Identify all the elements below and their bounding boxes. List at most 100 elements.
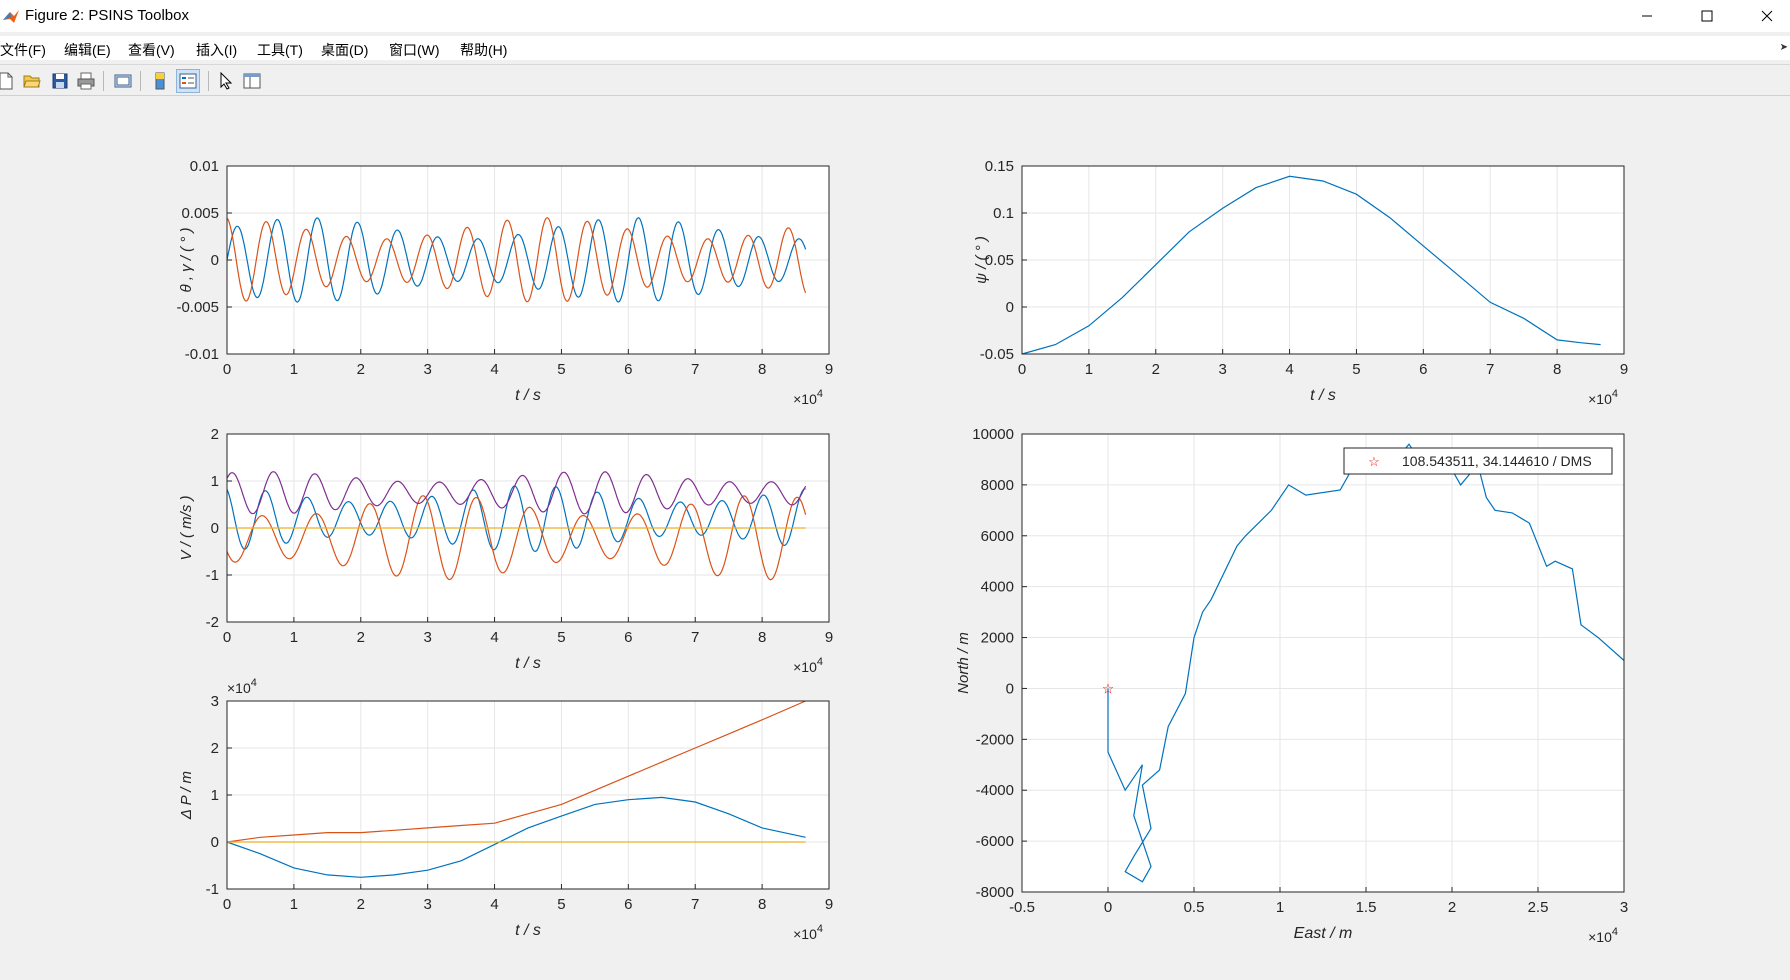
y-tick-label: 4000 bbox=[981, 579, 1014, 596]
series-line-blue bbox=[226, 485, 806, 553]
x-tick-label: 2 bbox=[1152, 361, 1160, 378]
y-tick-label: 2 bbox=[211, 740, 219, 757]
property-editor-icon bbox=[243, 73, 261, 89]
menu-view[interactable]: 查看(V) bbox=[128, 42, 175, 58]
y-tick-label: -2000 bbox=[976, 731, 1014, 748]
x-axis-label: t / s bbox=[1310, 387, 1336, 404]
y-tick-label: 0.1 bbox=[993, 205, 1014, 222]
series-line-blue bbox=[1021, 175, 1601, 355]
axes-box bbox=[226, 165, 830, 355]
x-tick-label: 9 bbox=[1620, 361, 1628, 378]
x-exponent-label: ×104 bbox=[1588, 388, 1618, 407]
select-pointer-button[interactable] bbox=[214, 69, 238, 93]
x-tick-label: 2.5 bbox=[1528, 899, 1549, 916]
y-tick-label: 0 bbox=[1006, 680, 1014, 697]
x-exponent-sup: 4 bbox=[1612, 926, 1618, 938]
x-tick-label: 3 bbox=[1218, 361, 1226, 378]
menu-insert[interactable]: 插入(I) bbox=[196, 42, 238, 58]
x-axis-label: t / s bbox=[515, 655, 541, 672]
x-tick-label: 5 bbox=[557, 361, 565, 378]
property-editor-button[interactable] bbox=[240, 69, 264, 93]
x-tick-label: -0.5 bbox=[1009, 899, 1035, 916]
minimize-icon bbox=[1642, 15, 1652, 17]
series-line-orange bbox=[226, 495, 807, 581]
print-button[interactable] bbox=[74, 69, 98, 93]
x-tick-label: 7 bbox=[691, 896, 699, 913]
series-line-blue bbox=[226, 217, 807, 303]
plot-area bbox=[1022, 434, 1624, 892]
x-tick-label: 1 bbox=[290, 896, 298, 913]
y-tick-label: 10000 bbox=[972, 426, 1014, 443]
y-tick-label: 6000 bbox=[981, 528, 1014, 545]
x-tick-label: 2 bbox=[1448, 899, 1456, 916]
x-tick-label: 0 bbox=[1104, 899, 1112, 916]
link-plot-button[interactable] bbox=[111, 69, 135, 93]
x-tick-label: 6 bbox=[624, 361, 632, 378]
save-button[interactable] bbox=[48, 69, 72, 93]
x-tick-label: 3 bbox=[423, 896, 431, 913]
x-tick-label: 5 bbox=[557, 629, 565, 646]
y-tick-label: 1 bbox=[211, 473, 219, 490]
chart-attitude-pitch-roll: 0 1 2 3 4 5 6 7 8 9 -0.01 -0.005 0 0.005 0.01 t / s θ , … bbox=[176, 158, 833, 407]
y-tick-label: 0 bbox=[211, 520, 219, 537]
legend[interactable]: ☆ 108.543511, 34.144610 / DMS bbox=[1343, 447, 1613, 475]
x-exponent-label: ×104 bbox=[1588, 926, 1618, 945]
x-tick-label: 2 bbox=[357, 629, 365, 646]
x-tick-label: 0 bbox=[223, 361, 231, 378]
y-tick-label: 2000 bbox=[981, 630, 1014, 647]
menu-desktop[interactable]: 桌面(D) bbox=[321, 42, 369, 58]
y-tick-label: 0 bbox=[1006, 299, 1014, 316]
save-icon bbox=[52, 73, 68, 89]
colorbar-button[interactable] bbox=[148, 69, 172, 93]
menu-file[interactable]: 文件(F) bbox=[0, 42, 46, 58]
legend-button[interactable] bbox=[176, 69, 200, 93]
series-line-purple bbox=[226, 471, 807, 515]
x-tick-label: 6 bbox=[1419, 361, 1427, 378]
x-tick-label: 5 bbox=[1352, 361, 1360, 378]
y-tick-label: 8000 bbox=[981, 477, 1014, 494]
y-axis-label: ψ / ( ° ) bbox=[973, 236, 990, 284]
x-tick-label: 3 bbox=[423, 361, 431, 378]
menu-tools[interactable]: 工具(T) bbox=[257, 42, 303, 58]
chart-velocity: 0 1 2 3 4 5 6 7 8 9 -2 -1 0 1 2 t / s V / ( m/s ) ×104 bbox=[178, 426, 833, 675]
matlab-logo-icon bbox=[3, 10, 19, 23]
y-tick-label: -0.05 bbox=[980, 346, 1014, 363]
y-tick-label: 0.05 bbox=[985, 252, 1014, 269]
legend-label: 108.543511, 34.144610 / DMS bbox=[1402, 453, 1592, 469]
x-tick-label: 4 bbox=[1285, 361, 1293, 378]
x-tick-label: 9 bbox=[825, 361, 833, 378]
x-axis-label: East / m bbox=[1294, 925, 1353, 942]
menu-window[interactable]: 窗口(W) bbox=[389, 42, 440, 58]
maximize-button[interactable] bbox=[1684, 0, 1730, 32]
x-tick-label: 5 bbox=[557, 896, 565, 913]
x-tick-label: 6 bbox=[624, 629, 632, 646]
x-tick-label: 2 bbox=[357, 896, 365, 913]
legend-icon bbox=[179, 73, 197, 89]
colorbar-icon bbox=[155, 72, 165, 90]
minimize-button[interactable] bbox=[1624, 0, 1670, 32]
maximize-icon bbox=[1701, 10, 1713, 22]
close-button[interactable] bbox=[1744, 0, 1790, 32]
x-tick-label: 4 bbox=[490, 361, 498, 378]
x-tick-label: 9 bbox=[825, 629, 833, 646]
menu-overflow-icon[interactable]: ➤ bbox=[1779, 42, 1788, 53]
y-tick-label: -1 bbox=[206, 567, 219, 584]
x-exponent-label: ×104 bbox=[793, 923, 823, 942]
menu-help[interactable]: 帮助(H) bbox=[460, 42, 508, 58]
y-axis-label: V / ( m/s ) bbox=[178, 496, 195, 561]
y-tick-label: 0.01 bbox=[190, 158, 219, 175]
x-tick-label: 9 bbox=[825, 896, 833, 913]
x-exponent-sup: 4 bbox=[817, 923, 823, 935]
open-file-button[interactable] bbox=[20, 69, 44, 93]
y-tick-label: 1 bbox=[211, 787, 219, 804]
close-icon bbox=[1761, 10, 1773, 22]
new-figure-button[interactable] bbox=[0, 69, 18, 93]
x-tick-label: 1 bbox=[1085, 361, 1093, 378]
menu-edit[interactable]: 编辑(E) bbox=[64, 42, 111, 58]
x-tick-label: 8 bbox=[758, 629, 766, 646]
print-icon bbox=[77, 72, 95, 90]
axes-box bbox=[226, 433, 830, 623]
